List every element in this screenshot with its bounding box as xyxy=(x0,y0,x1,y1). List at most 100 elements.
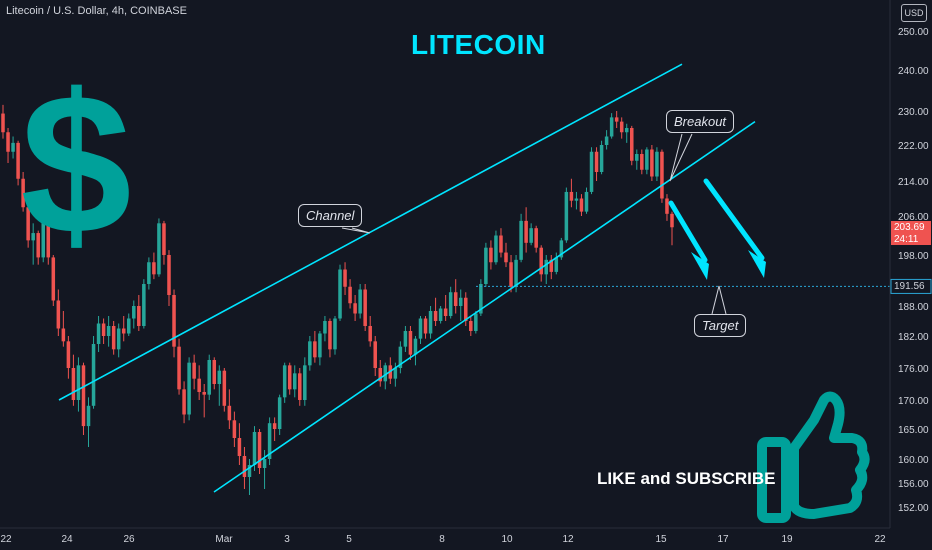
candle xyxy=(157,218,161,277)
candle xyxy=(348,279,352,309)
candle xyxy=(96,316,101,352)
candle xyxy=(554,252,559,275)
candle xyxy=(197,365,201,400)
channel-lines xyxy=(58,63,756,493)
subscribe-text: LIKE and SUBSCRIBE xyxy=(597,469,776,488)
channel-line xyxy=(58,63,683,401)
candle xyxy=(167,250,171,306)
candle xyxy=(137,295,141,331)
candle xyxy=(76,357,81,412)
candle xyxy=(182,381,186,424)
candle xyxy=(660,149,664,203)
candle xyxy=(474,311,478,334)
candle xyxy=(539,245,543,282)
candle xyxy=(529,223,533,246)
price-tick-label: 214.00 xyxy=(898,177,929,188)
price-tick-label: 170.00 xyxy=(898,396,929,407)
candle xyxy=(277,394,282,435)
candle xyxy=(267,417,272,465)
candle xyxy=(353,295,357,321)
candle xyxy=(328,318,332,358)
candle xyxy=(453,279,458,314)
candle xyxy=(619,117,624,139)
candle xyxy=(152,252,156,280)
candle xyxy=(443,295,448,321)
price-axis[interactable]: 152.00 156.00 160.00 165.00 170.00 176.00 182.… xyxy=(898,27,929,514)
candle xyxy=(313,331,317,363)
candle xyxy=(398,341,403,374)
candle xyxy=(172,289,176,358)
candle xyxy=(242,447,247,489)
candle xyxy=(589,147,594,195)
last-price-tag xyxy=(891,221,931,245)
candle xyxy=(534,225,538,253)
candle xyxy=(524,207,528,253)
countdown-label: 24:11 xyxy=(894,234,919,245)
candle xyxy=(147,257,151,290)
target-callout[interactable]: Target xyxy=(694,314,747,337)
candle xyxy=(187,357,191,421)
currency-badge[interactable]: USD xyxy=(901,4,927,22)
candle xyxy=(121,316,126,342)
candle xyxy=(609,113,614,139)
candle xyxy=(303,357,307,406)
arrow-down-icon xyxy=(668,200,709,280)
candle xyxy=(519,213,523,263)
price-tick-label: 222.00 xyxy=(898,141,929,152)
candle xyxy=(81,362,86,435)
candle xyxy=(287,362,292,395)
candle xyxy=(373,336,377,376)
candle xyxy=(574,191,579,210)
candle xyxy=(494,230,498,265)
candle xyxy=(614,111,619,128)
candle xyxy=(132,300,136,329)
time-tick-label: 22 xyxy=(0,534,12,545)
candle xyxy=(111,321,116,355)
time-tick-label: 22 xyxy=(874,534,886,545)
down-arrows xyxy=(668,178,766,280)
candle xyxy=(584,187,589,214)
candle xyxy=(177,338,181,395)
candle xyxy=(599,140,604,175)
callout-pointers xyxy=(341,133,727,315)
candle xyxy=(655,147,659,181)
candle xyxy=(162,220,166,265)
candle xyxy=(413,336,418,366)
price-tick-label: 188.00 xyxy=(898,302,929,313)
candle xyxy=(333,316,337,355)
time-tick-label: 8 xyxy=(439,534,445,545)
time-tick-label: 12 xyxy=(562,534,574,545)
candle xyxy=(549,255,554,280)
candle xyxy=(358,284,362,319)
candle xyxy=(469,316,473,336)
candle xyxy=(338,264,342,321)
candle xyxy=(645,147,649,175)
candle xyxy=(91,336,96,409)
arrow-down-icon xyxy=(703,178,766,278)
candle xyxy=(635,149,639,170)
candle xyxy=(433,297,438,326)
candle xyxy=(66,336,71,379)
time-tick-label: 15 xyxy=(655,534,667,545)
candle xyxy=(368,316,372,347)
candle xyxy=(21,172,25,212)
candle xyxy=(31,223,35,265)
candle xyxy=(56,289,61,336)
breakout-callout[interactable]: Breakout xyxy=(666,110,735,133)
candle xyxy=(212,357,217,390)
candle xyxy=(408,326,413,360)
candle xyxy=(142,279,146,329)
time-axis[interactable]: 22 24 26 Mar 3 5 8 10 12 15 17 19 22 xyxy=(0,534,886,545)
time-tick-label: 3 xyxy=(284,534,290,545)
candle xyxy=(222,368,227,412)
candles-layer xyxy=(1,104,674,495)
time-tick-label: 10 xyxy=(501,534,513,545)
candle xyxy=(544,255,549,284)
channel-callout[interactable]: Channel xyxy=(298,204,363,227)
time-tick-label: 17 xyxy=(717,534,729,545)
target-price-label: 191.56 xyxy=(894,281,925,292)
price-tick-label: 250.00 xyxy=(898,27,929,38)
candle xyxy=(292,365,297,398)
price-tick-label: 182.00 xyxy=(898,332,929,343)
